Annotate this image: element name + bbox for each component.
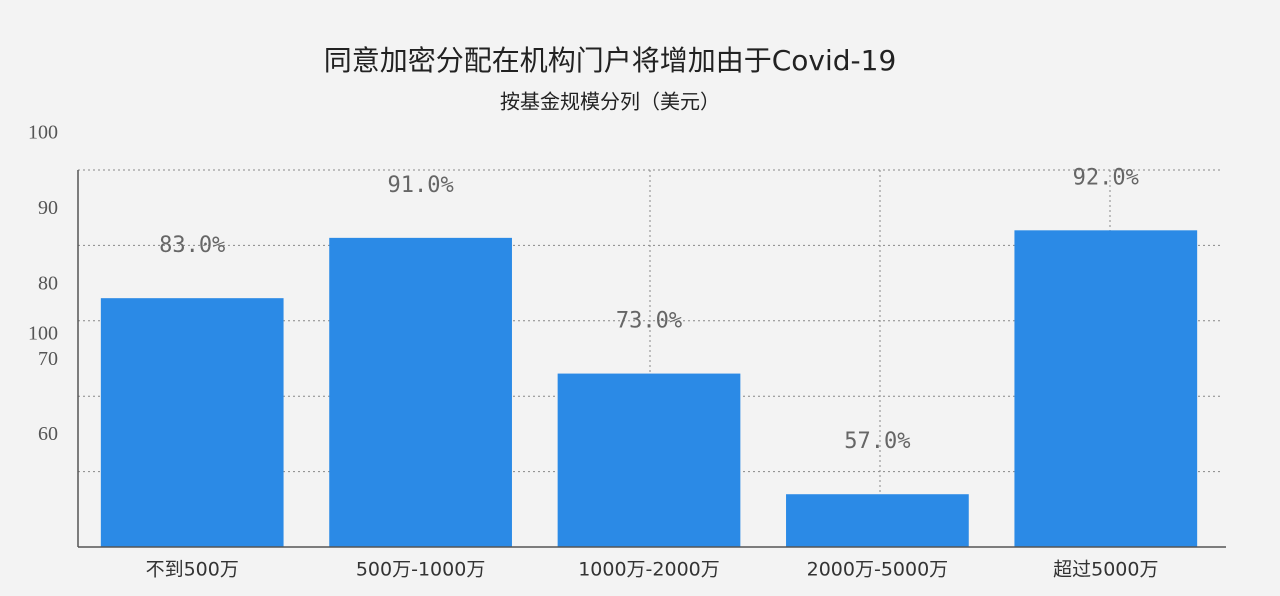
x-tick-label: 500万-1000万 (356, 559, 485, 581)
y-tick-label: 90 (38, 197, 58, 219)
y-tick-label: 100 (28, 122, 58, 144)
x-tick-label: 超过5000万 (1053, 559, 1158, 581)
x-tick-label: 不到500万 (146, 559, 239, 581)
bar (786, 494, 969, 547)
chart-subtitle: 按基金规模分列（美元） (500, 90, 720, 114)
bar (329, 237, 512, 548)
bar (557, 373, 741, 547)
x-tick-label: 1000万-2000万 (578, 559, 720, 581)
chart-title: 同意加密分配在机构门户将增加由于Covid-19 (324, 44, 897, 77)
bar (1014, 230, 1198, 547)
value-label: 73.0% (616, 309, 682, 334)
annotation: 100 (28, 323, 58, 345)
y-tick-label: 80 (38, 272, 58, 294)
value-label: 92.0% (1073, 165, 1139, 190)
x-tick-label: 2000万-5000万 (807, 559, 949, 581)
value-label: 57.0% (844, 429, 910, 454)
y-tick-label: 60 (38, 423, 58, 445)
y-tick-label: 70 (38, 348, 58, 370)
bar (100, 298, 284, 547)
value-label: 91.0% (387, 173, 453, 198)
value-label: 83.0% (159, 233, 225, 258)
